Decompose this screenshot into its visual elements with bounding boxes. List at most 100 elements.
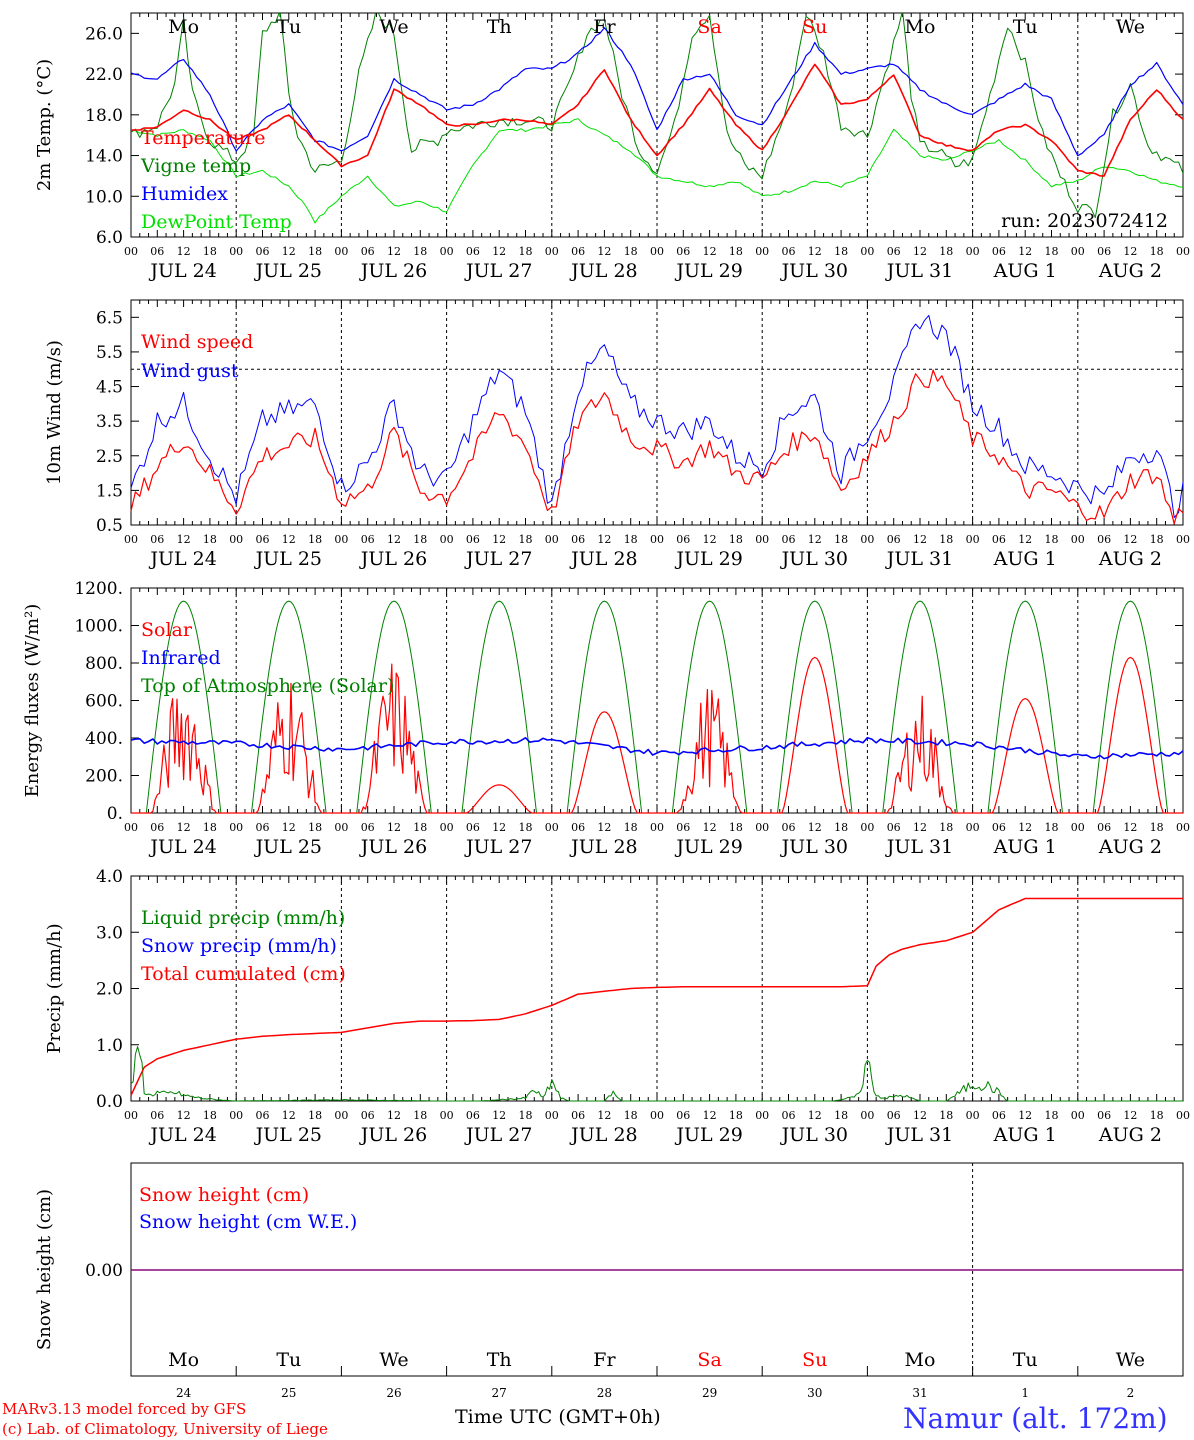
weekday-label: We — [379, 1349, 408, 1371]
hour-tick-label: 18 — [939, 1109, 953, 1122]
hour-tick-label: 18 — [729, 245, 743, 258]
footer-lab-credit: (c) Lab. of Climatology, University of L… — [2, 1420, 328, 1438]
hour-tick-label: 12 — [177, 245, 191, 258]
series-line — [130, 369, 1184, 525]
legend-entry: Humidex — [141, 183, 228, 205]
hour-tick-label: 06 — [782, 821, 796, 834]
hour-tick-label: 18 — [203, 533, 217, 546]
hour-tick-label: 12 — [1123, 1109, 1137, 1122]
hour-tick-label: 06 — [887, 821, 901, 834]
hour-tick-label: 18 — [624, 533, 638, 546]
date-label: JUL 27 — [464, 260, 532, 282]
run-label: run: 2023072412 — [1001, 210, 1168, 232]
legend-entry: Liquid precip (mm/h) — [141, 907, 345, 929]
y-axis-label: Energy fluxes (W/m²) — [22, 604, 43, 798]
hour-tick-label: 00 — [124, 533, 138, 546]
date-label: JUL 31 — [885, 1124, 953, 1146]
hour-tick-label: 00 — [440, 533, 454, 546]
hour-tick-label: 00 — [229, 533, 243, 546]
hour-tick-label: 00 — [545, 821, 559, 834]
hour-tick-label: 06 — [1097, 1109, 1111, 1122]
weekday-label: We — [1116, 16, 1145, 38]
hour-tick-label: 00 — [1176, 821, 1190, 834]
hour-tick-label: 12 — [387, 821, 401, 834]
hour-tick-label: 18 — [729, 1109, 743, 1122]
hour-tick-label: 06 — [361, 821, 375, 834]
hour-tick-label: 06 — [150, 1109, 164, 1122]
date-label: JUL 24 — [148, 548, 216, 570]
date-label: JUL 24 — [148, 260, 216, 282]
y-tick-label: 5.5 — [96, 343, 123, 363]
hour-tick-label: 06 — [571, 821, 585, 834]
weekday-label: Fr — [593, 16, 616, 38]
hour-tick-label: 12 — [703, 1109, 717, 1122]
date-label: JUL 24 — [148, 836, 216, 858]
hour-tick-label: 18 — [413, 821, 427, 834]
hour-tick-label: 12 — [492, 245, 506, 258]
date-label: JUL 27 — [464, 1124, 532, 1146]
hour-tick-label: 06 — [361, 245, 375, 258]
legend-entry: Temperature — [141, 127, 265, 149]
legend-entry: Top of Atmosphere (Solar) — [141, 675, 394, 697]
hour-tick-label: 18 — [1150, 533, 1164, 546]
hour-tick-label: 06 — [887, 1109, 901, 1122]
date-label: JUL 28 — [569, 548, 637, 570]
hour-tick-label: 18 — [308, 821, 322, 834]
hour-tick-label: 12 — [282, 245, 296, 258]
hour-tick-label: 18 — [1150, 245, 1164, 258]
hour-tick-label: 12 — [1018, 1109, 1032, 1122]
legend-entry: DewPoint Temp — [141, 211, 292, 233]
hour-tick-label: 12 — [808, 821, 822, 834]
hour-tick-label: 06 — [992, 533, 1006, 546]
hour-tick-label: 00 — [334, 821, 348, 834]
hour-tick-label: 00 — [860, 245, 874, 258]
date-label: AUG 2 — [1098, 1124, 1162, 1146]
day-number: 28 — [597, 1386, 612, 1400]
day-number: 27 — [492, 1386, 507, 1400]
hour-tick-label: 00 — [860, 1109, 874, 1122]
weekday-label: Fr — [593, 1349, 616, 1371]
date-label: JUL 29 — [674, 836, 742, 858]
hour-tick-label: 12 — [808, 1109, 822, 1122]
hour-tick-label: 06 — [887, 245, 901, 258]
hour-tick-label: 18 — [1045, 245, 1059, 258]
hour-tick-label: 18 — [308, 245, 322, 258]
hour-tick-label: 06 — [361, 533, 375, 546]
hour-tick-label: 00 — [334, 1109, 348, 1122]
hour-tick-label: 18 — [1150, 1109, 1164, 1122]
hour-tick-label: 18 — [939, 821, 953, 834]
y-axis-label: Precip (mm/h) — [44, 923, 65, 1053]
hour-tick-label: 00 — [124, 245, 138, 258]
hour-tick-label: 12 — [1018, 821, 1032, 834]
hour-tick-label: 18 — [834, 245, 848, 258]
hour-tick-label: 00 — [966, 245, 980, 258]
hour-tick-label: 06 — [782, 533, 796, 546]
date-label: AUG 2 — [1098, 548, 1162, 570]
hour-tick-label: 18 — [413, 245, 427, 258]
weekday-label: Mo — [168, 16, 199, 38]
series-line — [130, 897, 1183, 1096]
hour-tick-label: 12 — [177, 1109, 191, 1122]
hour-tick-label: 06 — [150, 245, 164, 258]
liquid-precip-line — [130, 1046, 1183, 1102]
hour-tick-label: 00 — [966, 821, 980, 834]
y-tick-label: 2.0 — [96, 980, 123, 1000]
hour-tick-label: 18 — [519, 533, 533, 546]
snow-panel: 0.00 Snow height (cm) Snow height (cm) Snow… — [34, 1162, 1184, 1400]
date-label: AUG 2 — [1098, 836, 1162, 858]
hour-tick-label: 00 — [440, 1109, 454, 1122]
y-tick-label: 800. — [85, 654, 123, 674]
day-number: 24 — [176, 1386, 192, 1400]
date-label: JUL 25 — [254, 548, 322, 570]
temperature-series — [131, 13, 1183, 224]
hour-tick-label: 00 — [1071, 533, 1085, 546]
hour-tick-label: 00 — [440, 821, 454, 834]
hour-tick-label: 12 — [913, 1109, 927, 1122]
series-line — [131, 63, 1183, 177]
hour-tick-label: 12 — [177, 533, 191, 546]
weekday-label: Th — [487, 1349, 512, 1371]
hour-tick-label: 00 — [1071, 821, 1085, 834]
hour-tick-label: 12 — [597, 821, 611, 834]
legend-entry: Snow height (cm W.E.) — [139, 1211, 357, 1233]
